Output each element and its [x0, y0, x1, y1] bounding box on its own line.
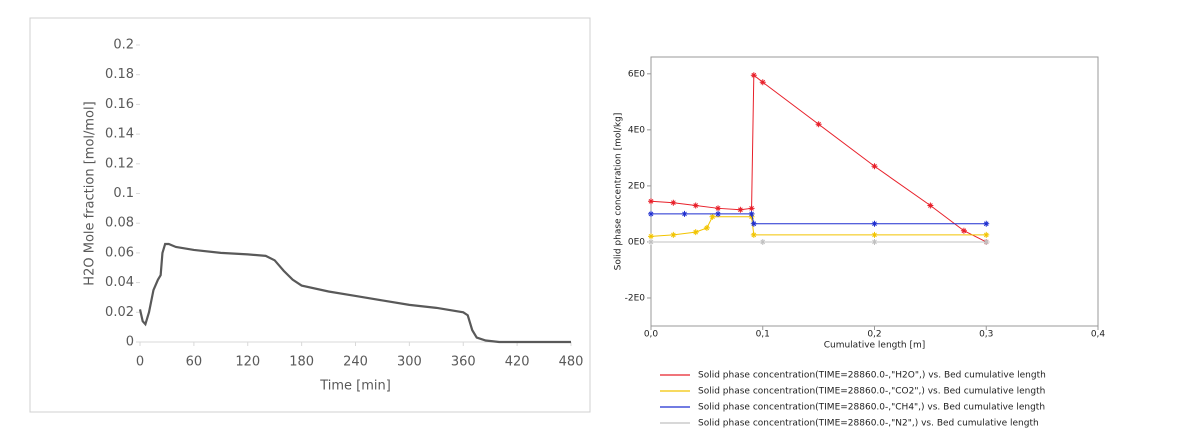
right-chart: -2E0 0E0 2E0 4E0 6E0 0,0 0,1 0,2 0,3 0,4 Cumulativ…	[614, 56, 1106, 429]
marker	[871, 238, 878, 245]
marker	[692, 202, 699, 209]
y-tick-label: 0.1	[113, 186, 134, 201]
legend-label: Solid phase concentration(TIME=28860.0-,…	[698, 419, 1039, 429]
y-tick-label: 0.08	[105, 216, 134, 231]
legend-label: Solid phase concentration(TIME=28860.0-,…	[698, 387, 1045, 397]
y-tick-label: 0	[126, 335, 134, 350]
marker	[927, 202, 934, 209]
marker	[648, 210, 654, 217]
marker	[703, 224, 710, 231]
marker	[871, 163, 878, 170]
marker	[815, 121, 822, 128]
series-line	[650, 216, 987, 237]
marker	[960, 227, 967, 234]
y-tick-label: 0.18	[105, 67, 134, 82]
y-tick-label: 0E0	[628, 237, 645, 247]
marker	[983, 238, 990, 245]
marker	[715, 210, 722, 217]
marker	[983, 231, 990, 238]
y-tick-label: 0.16	[105, 97, 134, 112]
y-tick-label: 0.12	[105, 156, 134, 171]
y-tick-label: 2E0	[628, 181, 645, 191]
marker	[759, 79, 766, 86]
x-tick-label: 300	[397, 355, 422, 370]
series-line	[651, 213, 987, 225]
marker	[715, 205, 722, 212]
marker	[681, 210, 688, 217]
x-axis-label: Cumulative length [m]	[824, 341, 926, 351]
marker	[748, 205, 755, 212]
x-tick-label: 0,3	[979, 330, 993, 340]
plot-frame	[650, 56, 1099, 327]
marker	[748, 210, 755, 217]
y-tick-label: 4E0	[628, 125, 645, 135]
marker	[737, 206, 744, 213]
left-chart: 0 0.02 0.04 0.06 0.08 0.1 0.12 0.14 0.16 0.18 0.2 0…	[83, 38, 584, 394]
marker	[983, 220, 990, 227]
x-tick-label: 60	[186, 355, 203, 370]
x-tick-label: 240	[343, 355, 368, 370]
x-tick-label: 480	[559, 355, 584, 370]
marker	[648, 198, 654, 205]
series-line	[650, 74, 987, 243]
y-tick-label: 0.02	[105, 305, 134, 320]
x-tick-label: 0	[136, 355, 144, 370]
y-tick-label: -2E0	[625, 293, 646, 303]
x-tick-label: 0,4	[1091, 330, 1106, 340]
x-tick-label: 180	[289, 355, 314, 370]
y-axis-label: H2O Mole fraction [mol/mol]	[83, 101, 98, 285]
series-line	[138, 242, 571, 344]
marker	[871, 220, 878, 227]
marker	[750, 220, 757, 227]
marker	[871, 231, 878, 238]
marker	[759, 238, 766, 245]
left-panel	[29, 17, 591, 413]
y-tick-label: 0.14	[105, 127, 134, 142]
marker	[750, 72, 757, 79]
x-axis-label: Time [min]	[319, 379, 391, 394]
marker	[648, 238, 654, 245]
marker	[648, 233, 654, 240]
x-tick-label: 0,1	[756, 330, 770, 340]
legend-label: Solid phase concentration(TIME=28860.0-,…	[698, 403, 1045, 413]
marker	[709, 213, 716, 220]
y-tick-label: 0.06	[105, 245, 134, 260]
marker	[670, 199, 677, 206]
y-axis-label: Solid phase concentration [mol/kg]	[614, 113, 624, 271]
x-tick-label: 0,2	[867, 330, 881, 340]
legend-label: Solid phase concentration(TIME=28860.0-,…	[698, 371, 1046, 381]
x-tick-label: 360	[451, 355, 476, 370]
x-tick-label: 120	[235, 355, 260, 370]
y-tick-label: 0.2	[113, 38, 134, 53]
y-tick-label: 0.04	[105, 275, 134, 290]
x-tick-label: 0,0	[644, 330, 659, 340]
marker	[750, 231, 757, 238]
x-tick-label: 420	[505, 355, 530, 370]
y-tick-label: 6E0	[628, 69, 645, 79]
marker	[670, 231, 677, 238]
marker	[692, 229, 699, 236]
